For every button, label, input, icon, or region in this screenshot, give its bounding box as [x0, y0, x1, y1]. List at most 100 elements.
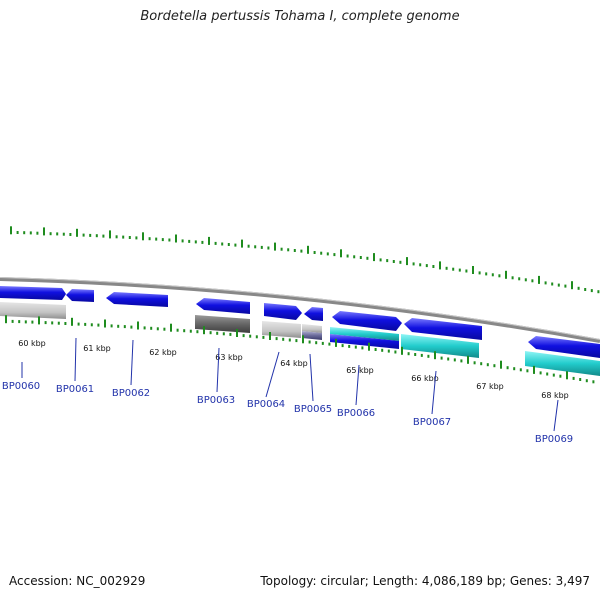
- minor-tick: [117, 324, 120, 328]
- minor-tick: [412, 262, 415, 266]
- gene-arrow[interactable]: [66, 289, 94, 302]
- minor-tick: [56, 232, 59, 236]
- minor-tick: [31, 320, 34, 324]
- major-tick: [38, 316, 40, 325]
- feature-block[interactable]: [262, 321, 301, 338]
- forward-strand-genes: [0, 286, 600, 358]
- minor-tick: [346, 254, 349, 258]
- minor-tick: [227, 243, 230, 246]
- major-tick: [307, 245, 309, 254]
- minor-tick: [249, 334, 252, 338]
- gene-arrow[interactable]: [404, 318, 482, 340]
- minor-tick: [163, 327, 166, 331]
- minor-tick: [491, 273, 494, 277]
- minor-tick: [90, 323, 93, 327]
- gene-label[interactable]: BP0066: [337, 408, 375, 419]
- minor-tick: [29, 231, 32, 235]
- minor-tick: [214, 241, 217, 245]
- major-tick: [373, 253, 375, 262]
- major-tick: [175, 234, 177, 243]
- minor-tick: [288, 338, 291, 342]
- minor-tick: [221, 242, 224, 246]
- gene-arrow[interactable]: [528, 336, 600, 358]
- minor-tick: [89, 233, 92, 237]
- gene-arrow[interactable]: [196, 298, 250, 314]
- minor-tick: [447, 357, 450, 361]
- feature-block[interactable]: [195, 315, 250, 333]
- minor-tick: [485, 272, 488, 276]
- minor-tick: [597, 290, 600, 294]
- minor-tick: [320, 251, 323, 255]
- major-tick: [368, 342, 370, 351]
- scale-label: 62 kbp: [149, 348, 177, 357]
- minor-tick: [254, 245, 257, 249]
- feature-block[interactable]: [525, 351, 600, 376]
- gene-label[interactable]: BP0067: [413, 417, 451, 428]
- gene-label[interactable]: BP0064: [247, 399, 285, 410]
- minor-tick: [452, 267, 455, 271]
- minor-tick: [386, 259, 389, 263]
- gene-label[interactable]: BP0060: [2, 381, 40, 392]
- minor-tick: [374, 348, 377, 351]
- major-tick: [170, 323, 172, 332]
- feature-block[interactable]: [302, 331, 322, 340]
- minor-tick: [526, 369, 529, 373]
- feature-block[interactable]: [0, 302, 66, 319]
- minor-tick: [267, 246, 270, 250]
- minor-tick: [387, 349, 390, 353]
- gene-label[interactable]: BP0065: [294, 404, 332, 415]
- minor-tick: [95, 234, 98, 238]
- gene-label[interactable]: BP0063: [197, 395, 235, 406]
- minor-tick: [353, 255, 356, 259]
- gene-arrow[interactable]: [332, 311, 402, 331]
- minor-tick: [407, 352, 410, 356]
- major-tick: [236, 329, 238, 337]
- accession-label: Accession: NC_002929: [9, 574, 146, 588]
- minor-tick: [57, 321, 60, 325]
- minor-tick: [478, 271, 481, 275]
- major-tick: [208, 236, 210, 245]
- gene-arrow[interactable]: [264, 303, 302, 320]
- minor-tick: [315, 341, 318, 345]
- minor-tick: [176, 328, 179, 332]
- minor-tick: [577, 286, 580, 290]
- genome-summary: Topology: circular; Length: 4,086,189 bp…: [260, 574, 590, 588]
- minor-tick: [493, 364, 496, 368]
- gene-label[interactable]: BP0062: [112, 388, 150, 399]
- minor-tick: [16, 231, 19, 234]
- scale-label: 67 kbp: [476, 382, 504, 391]
- minor-tick: [216, 331, 219, 335]
- major-tick: [137, 321, 139, 330]
- minor-tick: [524, 278, 527, 282]
- major-tick: [335, 338, 337, 347]
- gene-arrow[interactable]: [304, 307, 323, 321]
- minor-tick: [44, 321, 47, 325]
- feature-block[interactable]: [302, 324, 322, 333]
- feature-block[interactable]: [330, 327, 399, 341]
- major-tick: [406, 257, 408, 266]
- minor-tick: [308, 340, 311, 344]
- feature-block[interactable]: [401, 334, 479, 358]
- minor-tick: [155, 237, 158, 241]
- minor-tick: [425, 264, 428, 268]
- gene-leader-lines: [21, 337, 559, 432]
- minor-tick: [328, 342, 331, 346]
- gene-arrow[interactable]: [0, 286, 66, 300]
- scale-label: 63 kbp: [215, 353, 243, 362]
- major-tick: [76, 228, 78, 237]
- minor-tick: [168, 238, 171, 242]
- gene-arrow[interactable]: [106, 292, 168, 307]
- minor-tick: [300, 249, 303, 253]
- major-tick: [269, 332, 271, 340]
- gene-label[interactable]: BP0061: [56, 384, 94, 395]
- feature-block[interactable]: [330, 334, 399, 349]
- minor-tick: [150, 326, 153, 330]
- minor-tick: [531, 279, 534, 283]
- minor-tick: [394, 350, 397, 354]
- major-tick: [203, 326, 205, 335]
- scale-label: 64 kbp: [280, 359, 308, 368]
- major-tick: [500, 360, 502, 369]
- minor-tick: [143, 326, 146, 330]
- minor-tick: [282, 337, 285, 341]
- gene-label[interactable]: BP0069: [535, 434, 573, 445]
